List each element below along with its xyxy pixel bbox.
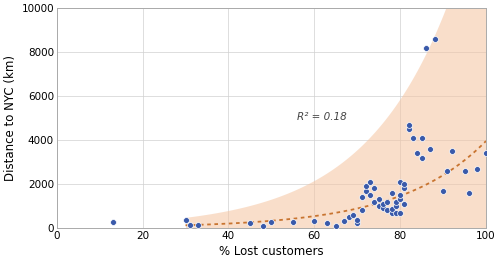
Point: [426, 147, 434, 151]
Point: [396, 197, 404, 201]
Point: [374, 204, 382, 208]
Point: [392, 210, 400, 215]
Point: [439, 188, 447, 193]
Point: [474, 166, 482, 171]
Point: [388, 210, 396, 215]
Point: [400, 186, 408, 190]
Point: [482, 151, 490, 155]
Point: [418, 136, 426, 140]
Point: [444, 169, 452, 173]
Y-axis label: Distance to NYC (km): Distance to NYC (km): [4, 55, 17, 181]
Point: [379, 202, 387, 206]
Point: [396, 210, 404, 215]
Point: [384, 199, 392, 204]
Point: [246, 221, 254, 226]
Point: [404, 127, 412, 131]
Point: [340, 219, 348, 223]
Text: R² = 0.18: R² = 0.18: [297, 112, 347, 122]
Point: [392, 199, 400, 204]
Point: [396, 180, 404, 184]
Point: [259, 223, 267, 228]
Point: [358, 208, 366, 212]
Point: [388, 191, 396, 195]
Point: [400, 182, 408, 186]
Point: [374, 197, 382, 201]
Point: [366, 180, 374, 184]
Point: [422, 46, 430, 50]
Point: [465, 191, 473, 195]
Point: [362, 184, 370, 188]
Point: [358, 195, 366, 199]
Point: [108, 220, 116, 224]
Point: [379, 206, 387, 210]
Point: [268, 220, 276, 225]
Point: [344, 215, 352, 219]
Point: [418, 155, 426, 160]
Point: [194, 222, 202, 227]
Point: [323, 221, 331, 226]
Point: [332, 223, 340, 228]
Point: [388, 207, 396, 211]
Point: [370, 186, 378, 190]
Point: [448, 149, 456, 153]
Point: [353, 218, 361, 222]
Point: [396, 193, 404, 197]
Point: [349, 212, 357, 217]
Point: [289, 220, 297, 224]
Point: [384, 208, 392, 212]
Point: [366, 193, 374, 197]
Point: [404, 123, 412, 127]
Point: [370, 199, 378, 204]
Point: [400, 202, 408, 206]
Point: [353, 221, 361, 226]
Point: [392, 204, 400, 208]
Point: [409, 136, 417, 140]
Point: [430, 37, 438, 41]
Point: [460, 169, 468, 173]
X-axis label: % Lost customers: % Lost customers: [219, 245, 324, 258]
Point: [414, 151, 422, 155]
Point: [182, 218, 190, 222]
Point: [186, 223, 194, 228]
Point: [362, 188, 370, 193]
Point: [310, 219, 318, 223]
